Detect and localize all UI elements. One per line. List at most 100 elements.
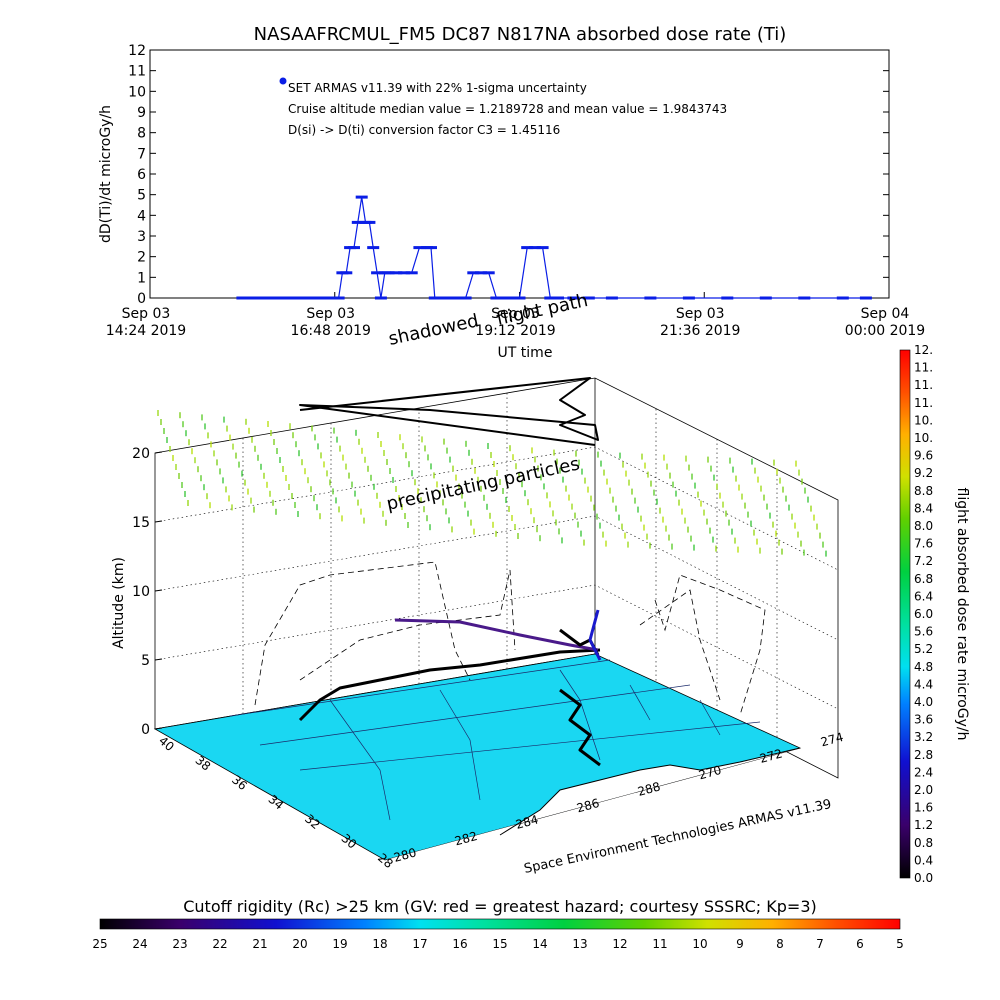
z-tick-label: 10 [132, 584, 150, 600]
data-point [521, 246, 534, 250]
colorbar-tick-label: 0.0 [914, 871, 933, 885]
cutoff-tick-label: 8 [776, 937, 784, 951]
data-point [305, 296, 318, 300]
x-tick-label-time: 14:24 2019 [106, 323, 186, 339]
data-point [644, 296, 657, 300]
annotation-line-2: Cruise altitude median value = 1.2189728… [288, 102, 727, 116]
colorbar-tick-label: 1.6 [914, 801, 933, 815]
data-point [363, 220, 376, 224]
z-tick-label: 0 [141, 722, 150, 738]
data-point [355, 195, 368, 199]
x-tick-label-date: Sep 03 [122, 306, 171, 322]
colorbar-tick-label: 8.4 [914, 501, 933, 515]
cutoff-tick-label: 9 [736, 937, 744, 951]
data-point [348, 246, 360, 250]
x-tick-label-date: Sep 03 [306, 306, 355, 322]
cutoff-tick-label: 19 [332, 937, 347, 951]
data-point [290, 296, 303, 300]
cutoff-tick-label: 22 [212, 937, 227, 951]
data-point [552, 296, 564, 300]
colorbar-tick-label: 5.2 [914, 642, 933, 656]
data-point [390, 271, 403, 275]
colorbar-label: flight absorbed dose rate microGy/h [954, 488, 970, 741]
x-axis-label: UT time [498, 345, 553, 361]
data-point [467, 271, 480, 275]
lon-tick-label: 282 [453, 829, 479, 848]
data-point [428, 296, 441, 300]
colorbar-tick-label: 11. [914, 396, 933, 410]
data-point [482, 271, 495, 275]
colorbar-tick-label: 11. [914, 378, 933, 392]
cutoff-tick-label: 14 [532, 937, 547, 951]
data-point [513, 296, 526, 300]
cutoff-tick-label: 15 [492, 937, 507, 951]
data-point [405, 271, 418, 275]
data-point [536, 246, 549, 250]
x-tick-label-date: Sep 03 [491, 306, 540, 322]
flight-path-3d [298, 377, 602, 767]
data-point [374, 296, 387, 300]
lon-tick-label: 274 [819, 730, 845, 749]
z-tick [154, 520, 163, 523]
shadowed-label: shadowed [387, 310, 481, 350]
data-point [682, 296, 695, 300]
data-point [321, 296, 334, 300]
z-axis-label: Altitude (km) [111, 557, 127, 649]
colorbar-tick-label: 9.2 [914, 466, 933, 480]
cutoff-tick-label: 10 [692, 937, 707, 951]
y-tick-label: 12 [128, 43, 146, 59]
z-tick-label: 5 [141, 653, 150, 669]
y-tick-label: 7 [137, 146, 146, 162]
colorbar-tick-label: 2.0 [914, 783, 933, 797]
lon-tick-label: 288 [636, 779, 662, 798]
y-axis-label: dD(Ti)/dt microGy/h [98, 105, 114, 243]
colorbar-tick-label: 9.6 [914, 449, 933, 463]
colorbar-tick-label: 7.6 [914, 537, 933, 551]
legend-marker [279, 77, 287, 85]
colorbar-tick-label: 3.2 [914, 730, 933, 744]
series-line [242, 197, 866, 299]
cutoff-tick-label: 23 [172, 937, 187, 951]
lon-tick-label: 280 [392, 845, 418, 864]
data-point [267, 296, 280, 300]
cutoff-tick-label: 20 [292, 937, 307, 951]
z-axis: 0 5 10 15 20 [132, 446, 163, 738]
lon-tick-label: 270 [697, 763, 723, 782]
cutoff-tick-label: 17 [412, 937, 427, 951]
data-point [759, 296, 772, 300]
data-point [332, 296, 345, 300]
dose-series [236, 195, 872, 300]
data-point [798, 296, 811, 300]
y-tick-label: 4 [137, 208, 146, 224]
y-tick-label: 10 [128, 84, 146, 100]
cutoff-tick-label: 13 [572, 937, 587, 951]
colorbar-tick-label: 5.6 [914, 625, 933, 639]
data-point [490, 296, 503, 300]
colorbar-tick-label: 0.4 [914, 853, 933, 867]
colorbar-tick-label: 11. [914, 361, 933, 375]
lon-tick-label: 272 [758, 746, 784, 765]
z-tick [154, 727, 163, 730]
data-point [498, 296, 511, 300]
data-point [475, 271, 487, 275]
state-borders [229, 659, 761, 821]
data-point [425, 246, 437, 250]
data-point [371, 271, 384, 275]
colorbar-tick-label: 2.4 [914, 765, 933, 779]
x-tick-label-date: Sep 04 [861, 306, 910, 322]
x-tick-label-date: Sep 03 [676, 306, 725, 322]
colorbar-tick-label: 4.0 [914, 695, 933, 709]
colorbar-tick-label: 8.8 [914, 484, 933, 498]
data-point [451, 296, 464, 300]
data-point [259, 296, 272, 300]
data-point [340, 271, 353, 275]
colorbar-tick-label: 3.6 [914, 713, 933, 727]
y-tick-label: 6 [137, 167, 146, 183]
cutoff-tick-label: 16 [452, 937, 467, 951]
data-point [836, 296, 849, 300]
data-point [313, 296, 326, 300]
colorbar-tick-label: 0.8 [914, 836, 933, 850]
